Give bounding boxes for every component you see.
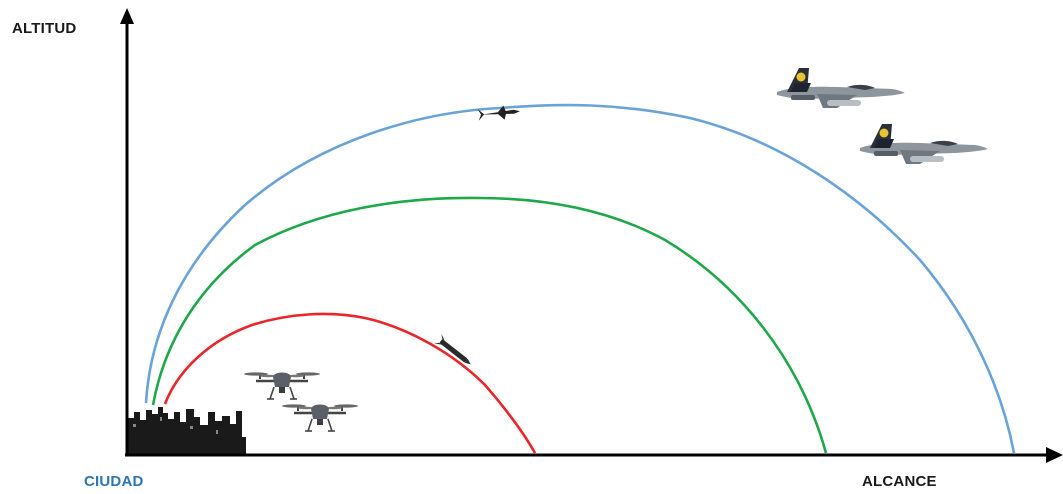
quadcopter-drone-icon — [280, 403, 360, 433]
inner-defense-arc — [163, 312, 537, 454]
axes — [120, 8, 1063, 463]
middle-defense-arc — [151, 196, 828, 454]
rocket-icon — [433, 333, 471, 365]
fighter-jet-icon — [860, 124, 988, 164]
city-skyline-icon — [127, 407, 246, 455]
quadcopter-drone-icon — [242, 371, 322, 401]
y-axis-label: ALTITUD — [12, 20, 77, 37]
x-axis-label: ALCANCE — [862, 473, 937, 490]
outer-defense-arc — [144, 103, 1016, 454]
x-axis-arrow — [1046, 447, 1063, 463]
missile-icon — [477, 105, 520, 121]
y-axis-arrow — [120, 8, 134, 24]
fighter-jet-icon — [777, 68, 905, 108]
origin-label: CIUDAD — [84, 473, 144, 490]
